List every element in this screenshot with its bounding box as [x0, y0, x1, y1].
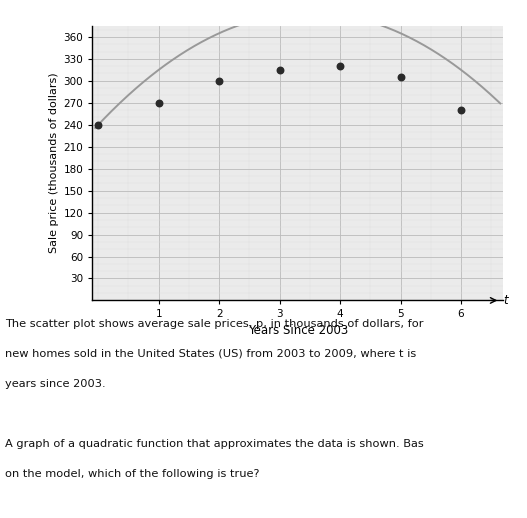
Point: [276, 66, 284, 74]
Point: [154, 98, 163, 107]
Text: on the model, which of the following is true?: on the model, which of the following is …: [5, 469, 260, 479]
Text: years since 2003.: years since 2003.: [5, 379, 106, 388]
X-axis label: Years Since 2003: Years Since 2003: [248, 324, 348, 337]
Point: [457, 106, 465, 114]
Text: A graph of a quadratic function that approximates the data is shown. Bas: A graph of a quadratic function that app…: [5, 439, 424, 449]
Text: The scatter plot shows average sale prices, p, in thousands of dollars, for: The scatter plot shows average sale pric…: [5, 319, 424, 328]
Point: [336, 62, 344, 70]
Y-axis label: Sale price (thousands of dollars): Sale price (thousands of dollars): [50, 73, 59, 253]
Text: new homes sold in the United States (US) from 2003 to 2009, where t is: new homes sold in the United States (US)…: [5, 349, 416, 358]
Point: [94, 121, 102, 129]
Point: [396, 73, 405, 81]
Text: t: t: [503, 294, 508, 307]
Point: [215, 77, 223, 85]
